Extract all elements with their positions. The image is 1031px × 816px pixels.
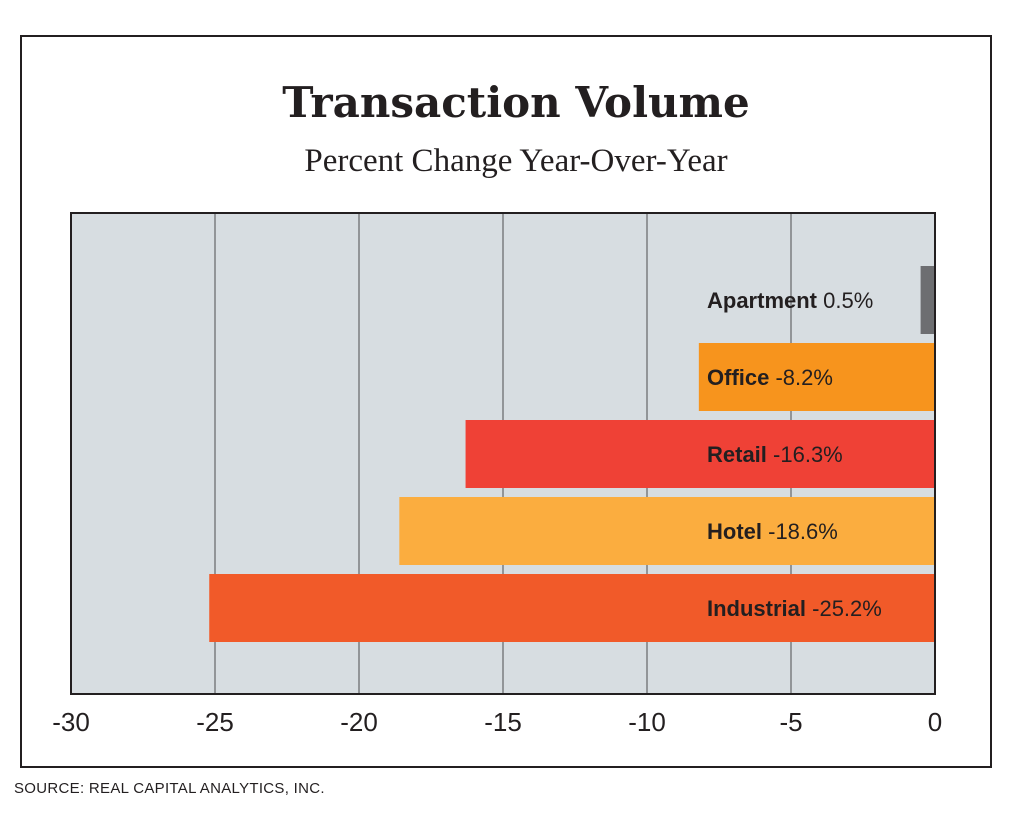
- chart-subtitle: Percent Change Year-Over-Year: [304, 143, 728, 179]
- bar-label-industrial: Industrial -25.2%: [707, 596, 882, 621]
- x-tick-label: -20: [340, 707, 378, 737]
- bar-label-hotel: Hotel -18.6%: [707, 519, 838, 544]
- x-tick-label: -25: [196, 707, 234, 737]
- x-tick-labels: -30 -25 -20 -15 -10 -5 0: [52, 707, 942, 737]
- bar-retail: [465, 420, 935, 488]
- bars: [209, 266, 936, 642]
- bar-label-office: Office -8.2%: [707, 365, 833, 390]
- bar-hotel: [399, 497, 935, 565]
- bar-label-retail: Retail -16.3%: [707, 442, 843, 467]
- x-tick-label: -15: [484, 707, 522, 737]
- chart-title: Transaction Volume: [282, 78, 750, 127]
- source-note: SOURCE: REAL CAPITAL ANALYTICS, INC.: [14, 780, 325, 797]
- x-tick-label: -5: [779, 707, 802, 737]
- x-tick-label: -30: [52, 707, 90, 737]
- bar-industrial: [209, 574, 936, 642]
- x-tick-label: -10: [628, 707, 666, 737]
- axes: [70, 212, 936, 695]
- bar-label-apartment: Apartment 0.5%: [707, 288, 873, 313]
- bar-apartment: [920, 266, 935, 334]
- bar-labels: Apartment 0.5% Office -8.2% Retail -16.3% H…: [707, 288, 882, 621]
- bar-office: [698, 343, 935, 411]
- x-tick-label: 0: [928, 707, 942, 737]
